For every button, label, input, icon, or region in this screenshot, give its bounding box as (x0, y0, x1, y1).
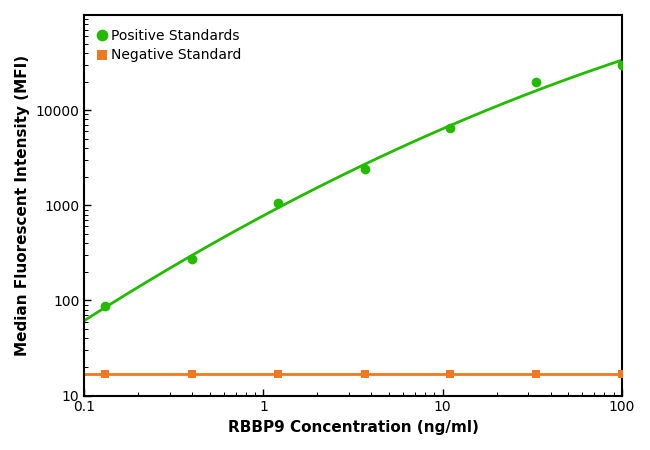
Positive Standards (361, 166, 369, 172)
Negative Standard (274, 371, 281, 376)
Positive Standards (274, 201, 281, 206)
Negative Standard (101, 371, 109, 376)
Negative Standard (361, 371, 369, 376)
Positive Standards (618, 62, 626, 68)
X-axis label: RBBP9 Concentration (ng/ml): RBBP9 Concentration (ng/ml) (227, 420, 478, 435)
Positive Standards (101, 303, 109, 308)
Line: Negative Standard: Negative Standard (101, 369, 626, 378)
Negative Standard (446, 371, 454, 376)
Legend: Positive Standards, Negative Standard: Positive Standards, Negative Standard (91, 22, 248, 69)
Negative Standard (618, 371, 626, 376)
Positive Standards (188, 256, 196, 262)
Negative Standard (188, 371, 196, 376)
Line: Positive Standards: Positive Standards (100, 60, 627, 310)
Negative Standard (532, 371, 539, 376)
Y-axis label: Median Fluorescent Intensity (MFI): Median Fluorescent Intensity (MFI) (15, 55, 30, 356)
Positive Standards (532, 79, 539, 84)
Positive Standards (446, 125, 454, 130)
